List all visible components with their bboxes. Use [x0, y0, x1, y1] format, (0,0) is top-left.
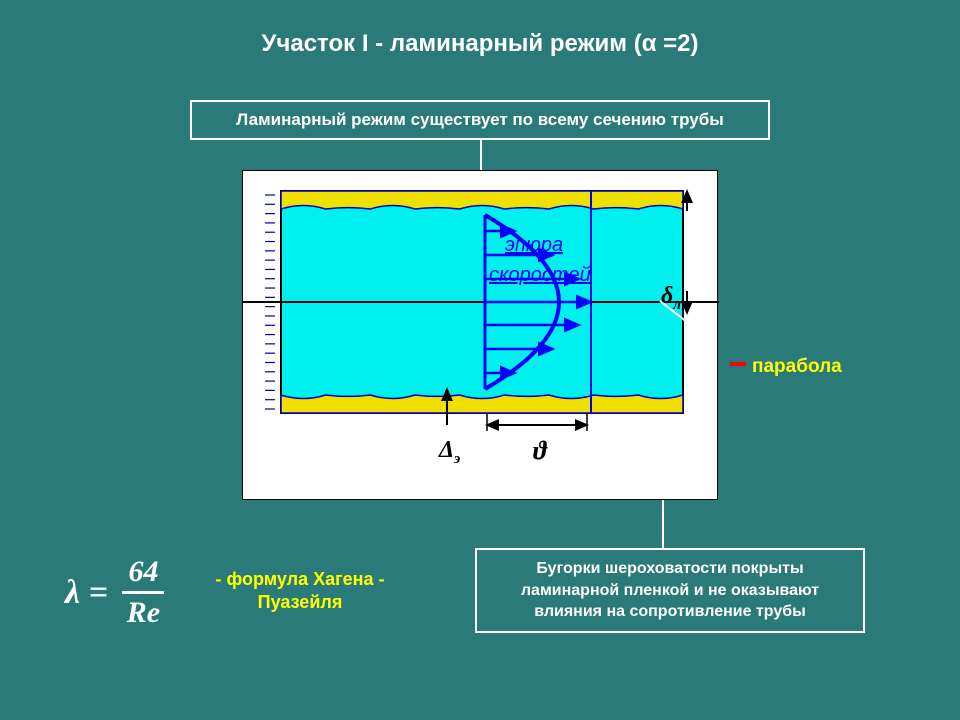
svg-text:ϑ: ϑ: [533, 436, 548, 465]
parabola-label: парабола: [752, 356, 842, 378]
callout-bottom: Бугорки шероховатости покрыты ламинарной…: [475, 548, 865, 633]
formula-fraction: 64 Re: [122, 555, 164, 630]
formula-numerator: 64: [122, 555, 164, 589]
formula-denominator: Re: [122, 596, 164, 630]
callout-top: Ламинарный режим существует по всему сеч…: [190, 100, 770, 140]
svg-text:Δэ: Δэ: [438, 437, 460, 467]
formula-caption: - формула Хагена - Пуазейля: [190, 568, 410, 615]
formula-lhs: λ =: [65, 574, 108, 612]
laminar-diagram: эпюраскоростейΔэϑδл: [242, 170, 718, 500]
svg-text:скоростей: скоростей: [489, 264, 591, 286]
page-title: Участок I - ламинарный режим (α =2): [0, 30, 960, 58]
leader-top: [480, 140, 482, 170]
hagen-poiseuille-formula: λ = 64 Re: [65, 555, 164, 630]
parabola-marker: [730, 362, 746, 366]
leader-bottom: [662, 500, 664, 548]
svg-text:эпюра: эпюра: [505, 234, 563, 256]
